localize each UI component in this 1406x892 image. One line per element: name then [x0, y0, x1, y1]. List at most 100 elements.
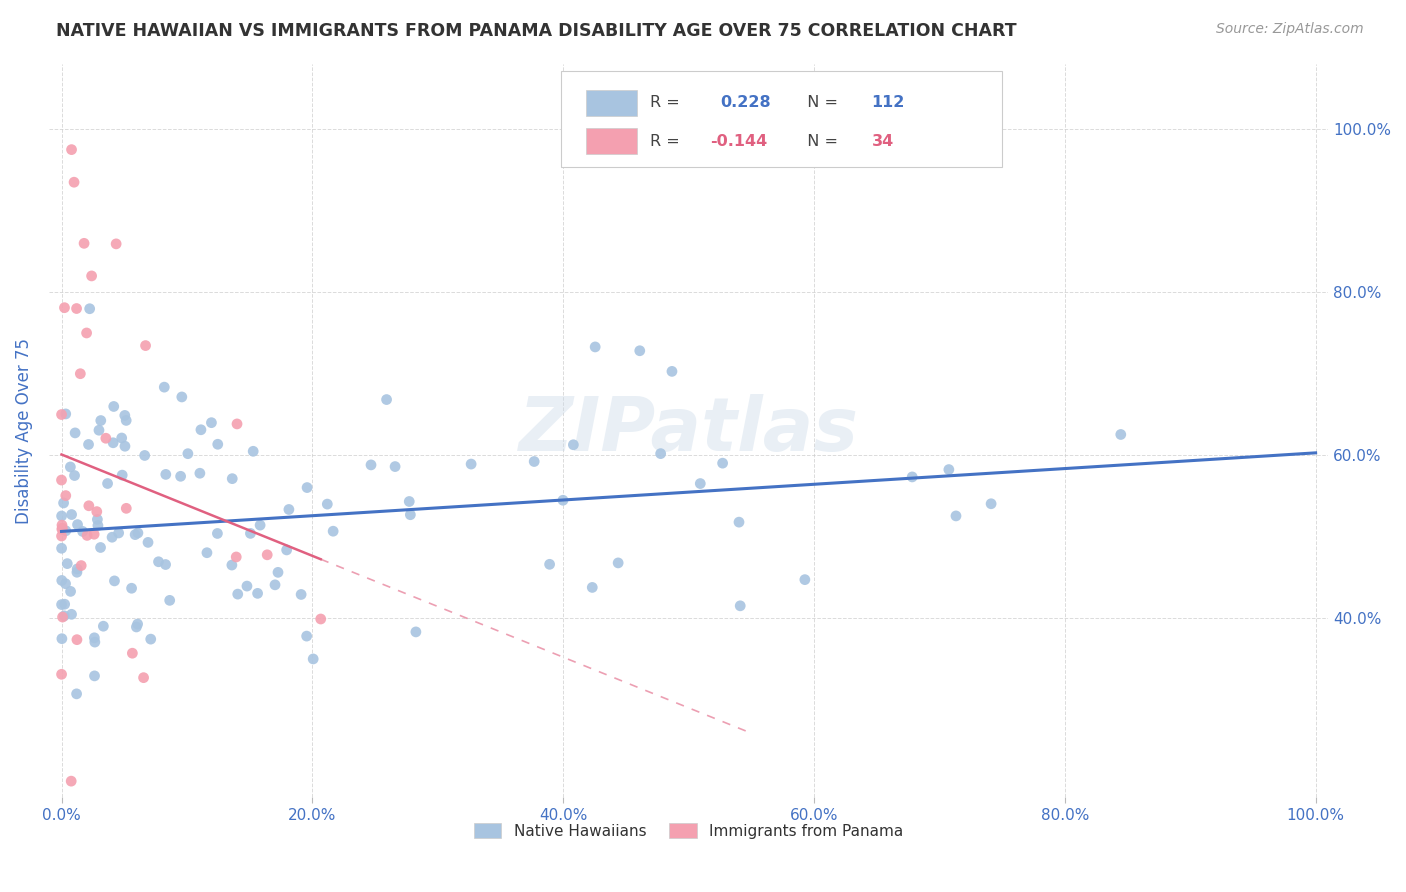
Point — [242, 444, 264, 458]
Point — [66, 632, 89, 647]
Point — [103, 400, 125, 414]
Point — [711, 456, 734, 470]
Point — [607, 556, 630, 570]
FancyBboxPatch shape — [586, 90, 637, 116]
Point — [60, 143, 83, 157]
Point — [93, 619, 115, 633]
Point — [101, 435, 124, 450]
Point — [728, 515, 751, 529]
Point — [83, 635, 105, 649]
Point — [538, 558, 561, 572]
Point — [80, 268, 103, 283]
Point — [398, 494, 420, 508]
Point — [124, 527, 146, 541]
Point — [107, 526, 129, 541]
Point — [256, 548, 278, 562]
Point — [267, 566, 290, 580]
Point — [195, 546, 218, 560]
Point — [90, 541, 112, 555]
Point — [55, 576, 77, 591]
Point — [56, 557, 79, 571]
Point — [136, 535, 159, 549]
Point — [51, 508, 73, 523]
Point — [295, 481, 318, 495]
Point — [302, 652, 325, 666]
Point — [134, 449, 156, 463]
Point — [90, 413, 112, 427]
Point — [793, 573, 815, 587]
Point — [111, 468, 134, 483]
Point — [111, 431, 134, 445]
Point — [276, 543, 298, 558]
Point — [55, 489, 77, 503]
Point — [399, 508, 422, 522]
Point — [200, 416, 222, 430]
Point — [60, 508, 83, 522]
Point — [405, 624, 427, 639]
Point — [77, 437, 100, 451]
Point — [66, 566, 89, 580]
Point — [121, 581, 143, 595]
Point — [51, 632, 73, 646]
Point — [60, 774, 83, 789]
Point — [360, 458, 382, 472]
Text: 34: 34 — [872, 134, 894, 149]
Point — [155, 467, 177, 482]
Point — [132, 671, 155, 685]
Point — [170, 390, 193, 404]
Point — [169, 469, 191, 483]
Y-axis label: Disability Age Over 75: Disability Age Over 75 — [15, 338, 32, 524]
Point — [562, 438, 585, 452]
Point — [523, 454, 546, 468]
Point — [225, 549, 247, 564]
Point — [375, 392, 398, 407]
Point — [86, 512, 108, 526]
Point — [53, 301, 76, 315]
Point — [76, 528, 98, 542]
Point — [384, 459, 406, 474]
Point — [980, 497, 1002, 511]
Point — [127, 525, 149, 540]
Point — [66, 562, 89, 576]
Point — [70, 558, 93, 573]
Point — [290, 587, 312, 601]
Point — [65, 687, 87, 701]
Point — [52, 496, 75, 510]
Point — [72, 524, 94, 539]
Point — [51, 518, 73, 533]
Point — [51, 521, 73, 535]
Point — [239, 526, 262, 541]
Point — [127, 617, 149, 632]
Text: NATIVE HAWAIIAN VS IMMIGRANTS FROM PANAMA DISABILITY AGE OVER 75 CORRELATION CHA: NATIVE HAWAIIAN VS IMMIGRANTS FROM PANAM… — [56, 22, 1017, 40]
Point — [83, 527, 105, 541]
Point — [51, 598, 73, 612]
Point — [551, 493, 574, 508]
Point — [105, 236, 128, 251]
Point — [207, 526, 229, 541]
Point — [63, 468, 86, 483]
Point — [69, 367, 91, 381]
Point — [460, 457, 482, 471]
Text: R =: R = — [650, 134, 685, 149]
Point — [246, 586, 269, 600]
Point — [650, 447, 672, 461]
Point — [159, 593, 181, 607]
Point — [79, 301, 101, 316]
Point — [63, 175, 86, 189]
Point — [135, 338, 157, 352]
Point — [51, 610, 73, 624]
Point — [628, 343, 651, 358]
Point — [73, 236, 96, 251]
Point — [295, 629, 318, 643]
Point — [901, 470, 924, 484]
Text: 112: 112 — [872, 95, 905, 111]
Point — [139, 632, 162, 647]
Text: N =: N = — [797, 134, 844, 149]
Text: 0.228: 0.228 — [720, 95, 770, 111]
Point — [53, 608, 76, 623]
Point — [63, 425, 86, 440]
Point — [207, 437, 229, 451]
Point — [661, 364, 683, 378]
Point — [249, 518, 271, 533]
Point — [264, 578, 287, 592]
